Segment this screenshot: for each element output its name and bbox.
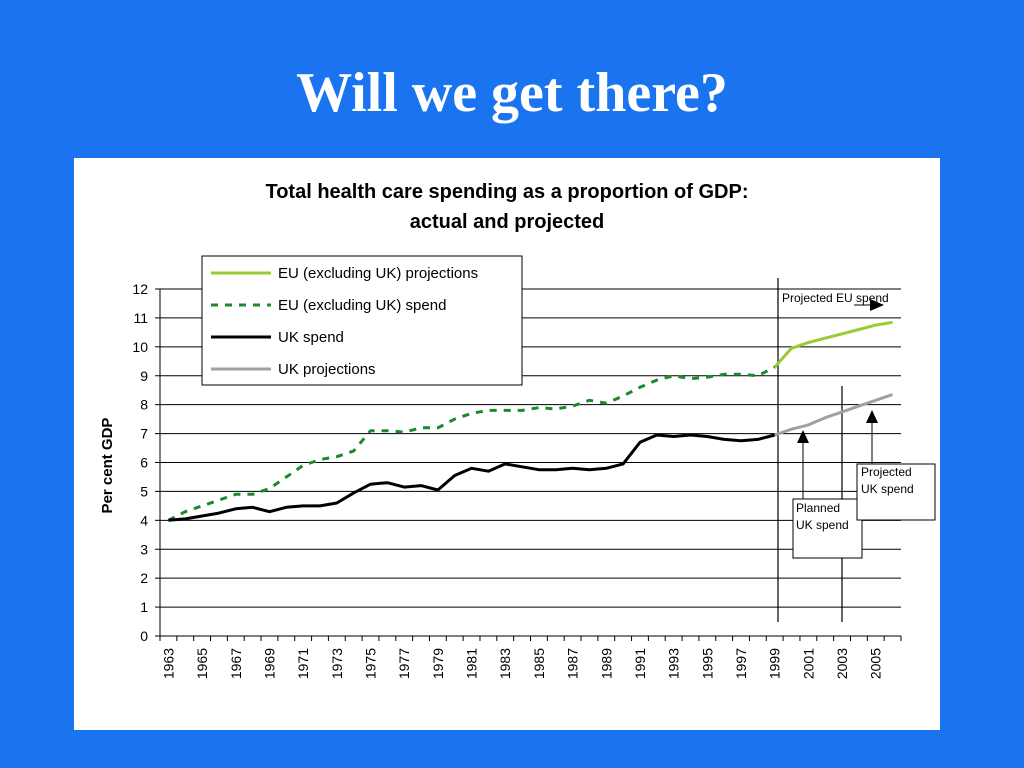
arrow-head xyxy=(866,410,878,423)
y-tick-label: 4 xyxy=(140,512,148,528)
x-tick-label: 1999 xyxy=(767,648,783,679)
x-tick-label: 1967 xyxy=(228,648,244,679)
annotation-box xyxy=(792,498,863,559)
data-series xyxy=(167,320,894,522)
axes xyxy=(155,288,902,641)
annotation-planned-uk: UK spend xyxy=(796,518,849,532)
legend: EU (excluding UK) projections EU (excludi… xyxy=(201,255,523,386)
y-tick-label: 1 xyxy=(140,599,148,615)
series-line-1 xyxy=(167,365,776,522)
legend-label: EU (excluding UK) projections xyxy=(278,265,478,282)
x-tick-label: 2005 xyxy=(868,648,884,679)
x-tick-label: 1991 xyxy=(632,648,648,679)
y-tick-label: 9 xyxy=(140,368,148,384)
projection-dividers xyxy=(777,278,843,622)
y-tick-label: 5 xyxy=(140,483,148,499)
y-tick-label: 11 xyxy=(133,310,148,326)
legend-label: UK spend xyxy=(278,329,344,346)
y-tick-label: 10 xyxy=(132,339,148,355)
chart-title-line: actual and projected xyxy=(410,211,605,233)
x-tick-label: 1963 xyxy=(160,648,176,679)
legend-label: EU (excluding UK) spend xyxy=(278,297,446,314)
x-tick-label: 1995 xyxy=(699,648,715,679)
x-tick-label: 1981 xyxy=(464,648,480,679)
x-tick-label: 1989 xyxy=(598,648,614,679)
chart-panel: 0 1 2 3 4 5 6 7 8 9 10 11 12 1963 1965 1967 1969 1971 1973… xyxy=(74,158,940,730)
x-tick-label: 1973 xyxy=(329,648,345,679)
x-tick-label: 1975 xyxy=(363,648,379,679)
x-tick-label: 1965 xyxy=(194,648,210,679)
x-tick-label: 1985 xyxy=(531,648,547,679)
arrow-head xyxy=(797,430,809,443)
x-tick-label: 1971 xyxy=(295,648,311,679)
x-tick-label: 1997 xyxy=(733,648,749,679)
x-tick-label: 2001 xyxy=(800,648,816,679)
legend-label: UK projections xyxy=(278,361,376,378)
slide-title: Will we get there? xyxy=(296,62,728,124)
x-tick-label: 1969 xyxy=(261,648,277,679)
x-tick-label: 1977 xyxy=(396,648,412,679)
chart-titles: Total health care spending as a proporti… xyxy=(265,181,748,233)
y-tick-label: 2 xyxy=(140,570,148,586)
y-tick-label: 8 xyxy=(140,397,148,413)
legend-box xyxy=(201,255,523,386)
x-tick-label: 2003 xyxy=(834,648,850,679)
y-axis-title: Per cent GDP xyxy=(99,418,116,514)
chart-title-line: Total health care spending as a proporti… xyxy=(265,181,748,203)
annotation-box xyxy=(856,463,936,521)
y-tick-label: 6 xyxy=(140,455,148,471)
x-tick-label: 1987 xyxy=(565,648,581,679)
y-tick-label: 0 xyxy=(140,628,148,644)
x-tick-label: 1979 xyxy=(430,648,446,679)
x-tick-label: 1983 xyxy=(497,648,513,679)
y-tick-label: 3 xyxy=(140,541,148,557)
arrow-head xyxy=(870,299,884,311)
series-line-2 xyxy=(168,433,776,522)
series-line-0 xyxy=(773,320,893,369)
y-tick-label: 12 xyxy=(132,281,148,297)
y-tick-label: 7 xyxy=(140,426,148,442)
annotation-projected-uk: Projected xyxy=(861,465,912,479)
annotation-projected-eu: Projected EU spend xyxy=(782,291,889,305)
annotations: Projected EU spend Planned UK spend Project… xyxy=(782,291,936,559)
annotation-projected-uk: UK spend xyxy=(861,482,914,496)
x-tick-label: 1993 xyxy=(666,648,682,679)
series-line-3 xyxy=(774,393,894,437)
annotation-planned-uk: Planned xyxy=(796,501,840,515)
